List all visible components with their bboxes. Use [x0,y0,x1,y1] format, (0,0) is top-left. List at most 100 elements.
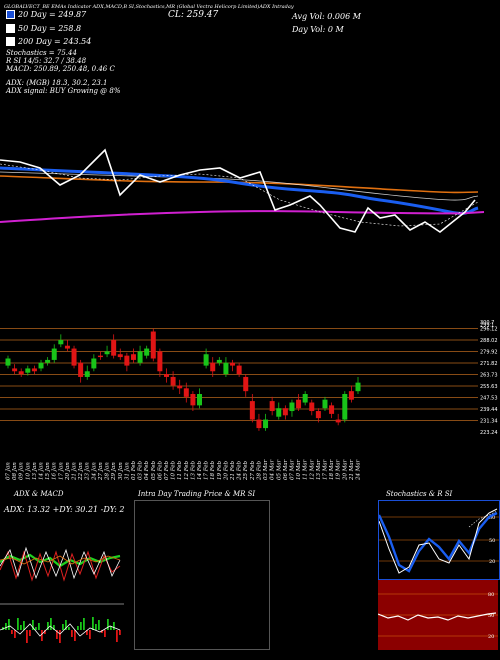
adx-macd-title: ADX & MACD [14,490,64,498]
macd-bar [68,627,70,630]
candle-body [163,374,169,377]
adx-white-line [0,546,121,580]
candle-body [71,348,77,366]
candle-body [263,419,269,429]
date-tick-label: 31 Jan [124,462,130,480]
macd-bar [50,618,52,630]
macd-bar [62,624,64,630]
candlestick-series [5,328,361,431]
candle-body [342,393,348,420]
price-level-label: 288.02 [480,338,498,344]
macd-bar [80,622,82,630]
macd-bar [77,626,79,630]
date-tick-label: 10 Mar [296,459,302,480]
candle-body [137,351,143,363]
candle-body [256,419,262,429]
macd-bar [44,630,46,634]
candle-body [18,371,24,375]
date-tick-label: 21 Feb [230,460,236,481]
candle-body [302,393,308,403]
rsi-scale-20: 20 [488,634,494,640]
macd-bar [116,630,118,642]
close-price: CL: 259.47 [168,10,219,20]
candle-body [78,362,84,377]
candle-body [190,393,196,406]
date-tick-label: 20 Jan [65,462,71,481]
candle-body [197,393,203,406]
date-tick-label: 19 Feb [217,460,223,480]
date-tick-label: 14 Feb [197,460,203,480]
candle-body [84,371,90,377]
price-level-label: 223.24 [480,430,498,436]
macd-bar [41,630,43,641]
macd-bar [35,627,37,630]
date-tick-label: 18 Feb [210,460,216,480]
date-tick-label: 29 Jan [111,462,117,481]
macd-bar [89,630,91,639]
ema50-legend: 50 Day = 258.8 [6,24,81,33]
ema50-white-line [0,171,479,201]
candle-body [38,362,44,369]
macd-bar [38,623,40,630]
stoch-white-line [379,508,498,574]
macd-bar [98,620,100,630]
adx-value: ADX: (MGB) 18.3, 30.2, 23.1 [6,79,108,87]
date-axis: 07 Jan 08 Jan 09 Jan 10 Jan 13 Jan 14 Jan 15 J… [6,459,362,481]
macd-bar [14,630,16,638]
stoch-rsi-title: Stochastics & R SI [386,490,453,498]
date-tick-label: 10 Feb [171,460,177,480]
intraday-panel [134,500,270,650]
macd-bar [74,630,76,641]
date-tick-label: 13 Jan [32,462,38,480]
date-tick-label: 18 Mar [329,459,335,480]
date-tick-label: 01 Feb [131,460,137,480]
date-tick-label: 28 Jan [105,462,111,481]
stoch-dotted-line [468,510,498,528]
date-tick-label: 11 Feb [177,460,183,480]
price-level-label: 296.12 [480,327,498,333]
macd-bar [95,624,97,630]
price-level-label: 279.92 [480,350,498,356]
rsi-scale-50: 50 [488,613,494,619]
candle-body [355,382,361,392]
macd-bar [92,617,94,630]
adx-signal: ADX signal: BUY Growing @ 8% [6,87,121,95]
date-tick-label: 14 Jan [39,462,45,480]
candle-body [45,359,51,363]
ema200-swatch [6,37,15,46]
price-level-label: 231.34 [480,418,498,424]
candle-body [315,411,321,419]
date-tick-label: 16 Jan [52,462,58,480]
date-tick-label: 27 Jan [98,462,104,481]
candle-body [183,388,189,397]
ema-magenta-line [0,210,485,223]
macd-bar [71,630,73,637]
candle-body [249,401,255,420]
date-tick-label: 24 Feb [237,460,243,481]
candle-body [58,340,64,345]
macd-bar [26,630,28,643]
date-tick-label: 17 Feb [204,460,210,480]
candle-body [276,408,282,417]
date-tick-label: 30 Jan [118,462,124,480]
date-tick-label: 20 Mar [342,459,348,481]
macd-value: MACD: 250.89, 250.48, 0.46 C [6,65,115,73]
candle-body [348,391,354,400]
macd-bar [47,622,49,630]
candle-body [5,358,11,366]
macd-bar [53,625,55,630]
candle-body [31,368,37,372]
ema50-swatch [6,24,15,33]
date-tick-label: 09 Jan [19,462,25,480]
date-tick-label: 03 Feb [138,460,144,480]
candle-body [177,385,183,389]
stochastics-panel: 80 50 20 [378,500,500,580]
date-tick-label: 12 Feb [184,460,190,480]
date-tick-label: 03 Mar [263,459,269,480]
macd-bar [65,620,67,630]
date-tick-label: 07 Feb [164,460,170,480]
candle-body [12,368,18,372]
date-tick-label: 04 Feb [144,460,150,480]
